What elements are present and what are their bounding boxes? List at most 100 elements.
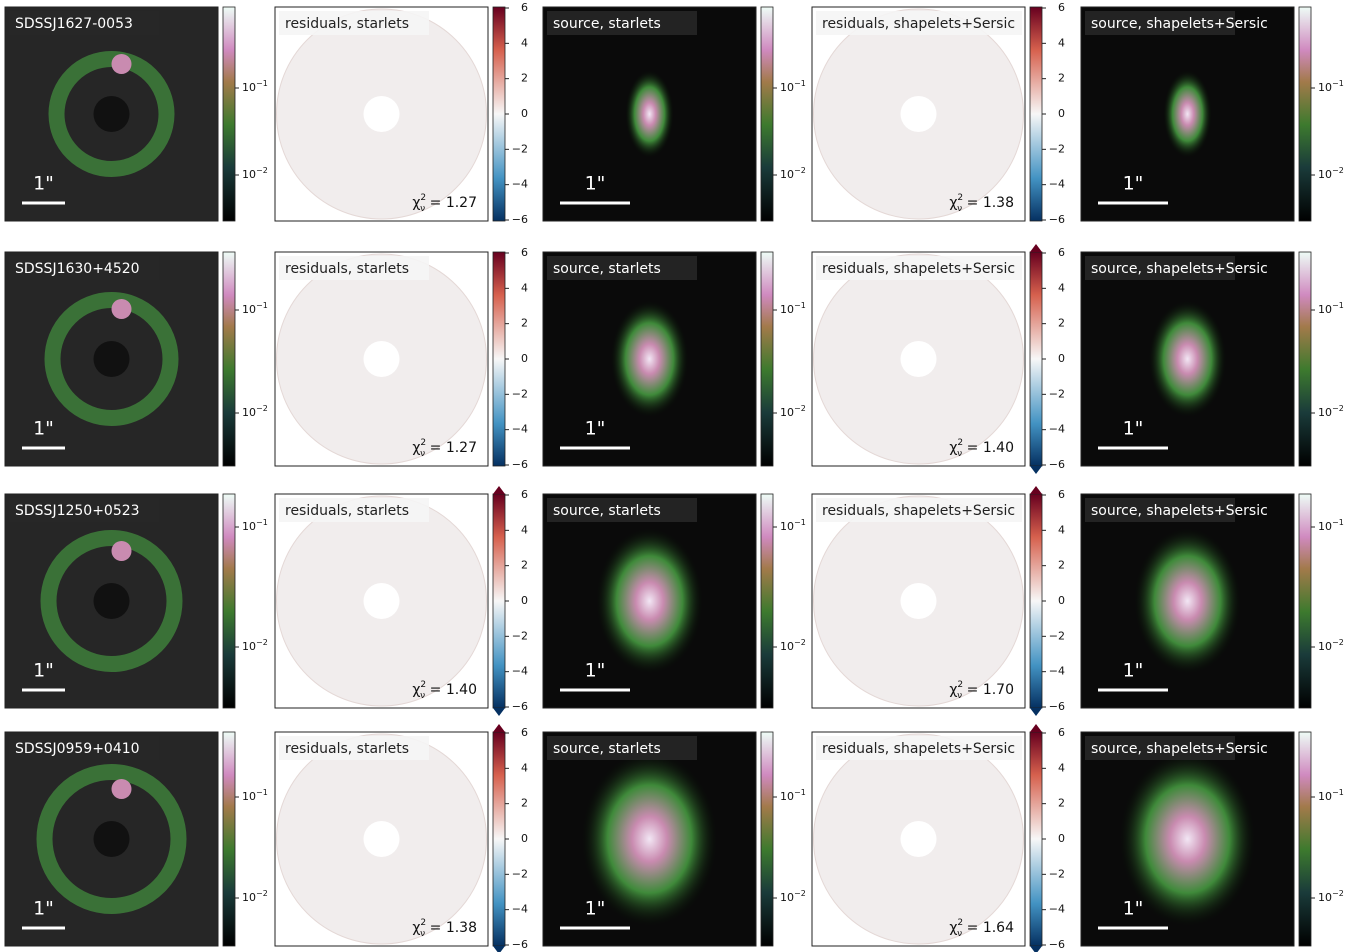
colorbar-tick-label: 10−2 bbox=[780, 889, 806, 905]
chi-sup: 2 bbox=[420, 918, 426, 928]
tick-base: 10 bbox=[1318, 790, 1332, 803]
tick-base: 10 bbox=[242, 303, 256, 316]
chi-sup: 2 bbox=[420, 438, 426, 448]
panel-title: source, starlets bbox=[553, 16, 661, 32]
colorbar-tick-label: 10−2 bbox=[242, 889, 268, 905]
lens-ring bbox=[44, 292, 179, 426]
colorbar-tick-label: −4 bbox=[512, 423, 528, 436]
colorbar-tick-label: 10−2 bbox=[780, 166, 806, 182]
source-blob bbox=[1132, 526, 1243, 676]
tick-base: 10 bbox=[242, 168, 256, 181]
residual-hole bbox=[363, 96, 400, 132]
scale-bar-label: 1" bbox=[585, 898, 606, 920]
panel-title: residuals, starlets bbox=[285, 261, 409, 277]
chi-value: 1.38 bbox=[983, 195, 1014, 211]
extend-top bbox=[1030, 486, 1042, 494]
tick-exp: −1 bbox=[794, 301, 806, 310]
colorbar-tick-label: −2 bbox=[512, 867, 528, 880]
colorbar-tick-label: 2 bbox=[1058, 559, 1065, 572]
colorbar-tick-label: −4 bbox=[512, 178, 528, 191]
colorbar bbox=[760, 493, 774, 709]
tick-base: 10 bbox=[1318, 303, 1332, 316]
tick-exp: −2 bbox=[256, 166, 268, 175]
panel-title: source, shapelets+Sersic bbox=[1091, 503, 1268, 519]
tick-exp: −1 bbox=[794, 518, 806, 527]
chi-value: 1.64 bbox=[983, 920, 1014, 936]
colorbar bbox=[222, 251, 236, 467]
colorbar-tick-label: 10−2 bbox=[1318, 889, 1344, 905]
chi-sup: 2 bbox=[420, 193, 426, 203]
extend-bottom bbox=[493, 708, 505, 716]
colorbar-tick-label: −2 bbox=[1049, 629, 1065, 642]
colorbar-tick-label: −6 bbox=[512, 700, 528, 713]
chi-value: 1.38 bbox=[446, 920, 477, 936]
residual-hole bbox=[900, 583, 937, 619]
label-box bbox=[816, 11, 1022, 35]
colorbar-tick-label: 10−2 bbox=[242, 404, 268, 420]
panel-title: residuals, shapelets+Sersic bbox=[822, 741, 1015, 757]
colorbar-tick-label: 10−1 bbox=[780, 788, 806, 804]
residual-hole bbox=[363, 341, 400, 377]
chi2-label: χ2 ν = 1.38 bbox=[949, 193, 1014, 214]
chi-symbol: χ bbox=[949, 195, 957, 211]
colorbar-tick-label: −6 bbox=[1049, 458, 1065, 471]
tick-base: 10 bbox=[1318, 168, 1332, 181]
extend-top bbox=[1030, 244, 1042, 252]
chi-sub: ν bbox=[957, 204, 962, 214]
tick-base: 10 bbox=[780, 520, 794, 533]
colorbar-tick-label: 10−2 bbox=[242, 638, 268, 654]
colorbar-tick-label: −4 bbox=[1049, 423, 1065, 436]
tick-exp: −1 bbox=[1332, 79, 1344, 88]
colorbar-tick-label: −6 bbox=[1049, 700, 1065, 713]
chi-symbol: χ bbox=[412, 195, 420, 211]
colorbar-tick-label: −2 bbox=[1049, 142, 1065, 155]
chi-eq: = bbox=[962, 440, 983, 456]
chi-value: 1.40 bbox=[983, 440, 1014, 456]
chi-sub: ν bbox=[420, 929, 425, 939]
colorbar-tick-label: −4 bbox=[512, 903, 528, 916]
tick-base: 10 bbox=[242, 790, 256, 803]
chi-eq: = bbox=[962, 195, 983, 211]
scale-bar-label: 1" bbox=[1123, 898, 1144, 920]
tick-base: 10 bbox=[242, 891, 256, 904]
colorbar bbox=[222, 6, 236, 222]
tick-exp: −2 bbox=[794, 889, 806, 898]
colorbar bbox=[492, 731, 506, 947]
scale-bar-label: 1" bbox=[33, 418, 54, 440]
colorbar-tick-label: 4 bbox=[1058, 36, 1065, 49]
chi-sup: 2 bbox=[957, 918, 963, 928]
scale-bar-label: 1" bbox=[1123, 173, 1144, 195]
colorbar bbox=[492, 493, 506, 709]
tick-exp: −2 bbox=[1332, 889, 1344, 898]
residual-hole bbox=[900, 96, 937, 132]
tick-base: 10 bbox=[780, 168, 794, 181]
colorbar-tick-label: 10−1 bbox=[780, 518, 806, 534]
colorbar-tick-label: 10−1 bbox=[780, 79, 806, 95]
label-box bbox=[547, 498, 697, 522]
scale-bar-label: 1" bbox=[33, 660, 54, 682]
colorbar-tick-label: 10−2 bbox=[780, 638, 806, 654]
colorbar-tick-label: 0 bbox=[521, 594, 528, 607]
colorbar bbox=[492, 251, 506, 467]
tick-exp: −2 bbox=[256, 889, 268, 898]
source-blob bbox=[1162, 69, 1213, 159]
tick-base: 10 bbox=[242, 81, 256, 94]
tick-exp: −2 bbox=[1332, 638, 1344, 647]
tick-exp: −1 bbox=[1332, 788, 1344, 797]
colorbar-tick-label: 6 bbox=[521, 1, 528, 14]
residual-hole bbox=[363, 821, 400, 857]
label-box bbox=[1085, 498, 1235, 522]
chi-symbol: χ bbox=[949, 920, 957, 936]
scale-bar-label: 1" bbox=[585, 418, 606, 440]
chi-sub: ν bbox=[420, 204, 425, 214]
chi-sub: ν bbox=[420, 691, 425, 701]
colorbar bbox=[1029, 6, 1043, 222]
colorbar-tick-label: 4 bbox=[521, 281, 528, 294]
chi-sup: 2 bbox=[957, 438, 963, 448]
colorbar-tick-label: 6 bbox=[1058, 1, 1065, 14]
source-blob bbox=[594, 526, 705, 676]
colorbar-tick-label: 4 bbox=[521, 761, 528, 774]
panel-title: SDSSJ1627-0053 bbox=[15, 16, 133, 32]
label-box bbox=[547, 11, 697, 35]
tick-base: 10 bbox=[780, 406, 794, 419]
